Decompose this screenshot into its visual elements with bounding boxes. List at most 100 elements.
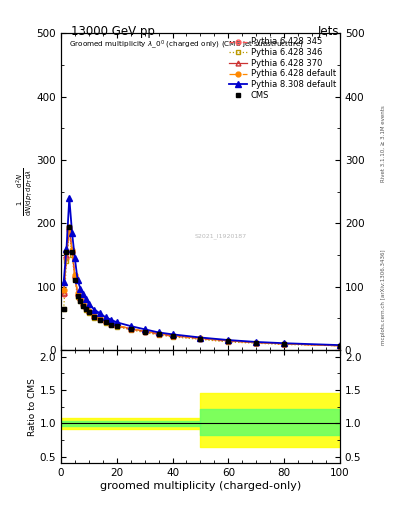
Text: S2021_I1920187: S2021_I1920187 [195,233,247,239]
Pythia 6.428 346 [64,259,69,265]
Pythia 8.308 default [170,331,175,337]
Pythia 6.428 default [226,337,231,344]
Pythia 6.428 346 [109,323,114,329]
Pythia 6.428 345 [338,343,342,349]
Line: Pythia 6.428 346: Pythia 6.428 346 [61,230,342,348]
Pythia 6.428 default [70,247,74,253]
Text: mcplots.cern.ch [arXiv:1306.3436]: mcplots.cern.ch [arXiv:1306.3436] [381,249,386,345]
CMS [226,338,231,345]
Pythia 6.428 default [170,332,175,338]
Line: CMS: CMS [61,224,342,348]
Pythia 6.428 346 [114,324,119,330]
Pythia 6.428 default [282,341,286,347]
Pythia 6.428 370 [70,247,74,253]
Pythia 6.428 345 [103,318,108,325]
Pythia 6.428 default [86,308,91,314]
Pythia 6.428 346 [75,294,80,300]
CMS [156,331,161,337]
Pythia 8.308 default [92,307,97,313]
Pythia 6.428 345 [73,274,77,281]
Pythia 6.428 370 [64,252,69,258]
Pythia 6.428 346 [338,343,342,349]
Pythia 6.428 345 [67,227,72,233]
Pythia 6.428 370 [254,339,259,346]
CMS [282,341,286,347]
Pythia 6.428 346 [78,298,83,305]
CMS [170,333,175,339]
Pythia 6.428 370 [226,337,231,344]
Pythia 8.308 default [103,314,108,321]
Pythia 8.308 default [254,339,259,345]
Pythia 8.308 default [86,301,91,307]
Pythia 6.428 default [254,339,259,346]
Pythia 8.308 default [282,340,286,346]
Pythia 6.428 370 [128,326,133,332]
CMS [338,343,342,349]
Pythia 8.308 default [114,319,119,325]
Line: Pythia 6.428 default: Pythia 6.428 default [61,224,342,348]
Pythia 6.428 345 [282,341,286,347]
Pythia 6.428 346 [84,307,88,313]
Pythia 6.428 370 [142,328,147,334]
Pythia 8.308 default [70,230,74,236]
Pythia 6.428 370 [81,300,86,306]
Pythia 6.428 346 [103,320,108,326]
CMS [114,323,119,329]
Text: 13000 GeV pp: 13000 GeV pp [71,25,154,37]
Text: Groomed multiplicity $\lambda\_0^0$ (charged only) (CMS jet substructure): Groomed multiplicity $\lambda\_0^0$ (cha… [69,38,304,51]
Pythia 6.428 345 [61,291,66,297]
CMS [78,297,83,304]
Line: Pythia 6.428 370: Pythia 6.428 370 [61,224,342,348]
Pythia 6.428 370 [170,332,175,338]
Pythia 6.428 345 [156,331,161,337]
CMS [142,329,147,335]
Pythia 6.428 default [75,290,80,296]
CMS [61,306,66,312]
Pythia 6.428 346 [97,317,102,324]
Pythia 8.308 default [128,323,133,329]
CMS [73,278,77,284]
Pythia 8.308 default [109,317,114,323]
Y-axis label: $\frac{1}{\mathrm{d}N/\mathrm{d}p_\mathrm{T}}\frac{\mathrm{d}^2N}{\mathrm{d}p_\m: $\frac{1}{\mathrm{d}N/\mathrm{d}p_\mathr… [14,168,35,216]
Pythia 6.428 346 [70,252,74,258]
Pythia 6.428 default [78,295,83,301]
CMS [128,326,133,332]
Pythia 6.428 default [97,315,102,322]
Pythia 6.428 346 [61,306,66,312]
Pythia 6.428 default [67,224,72,230]
Pythia 6.428 default [73,272,77,279]
Pythia 6.428 default [114,323,119,329]
Pythia 6.428 346 [92,315,97,321]
Pythia 6.428 345 [75,292,80,298]
Pythia 8.308 default [156,329,161,335]
Pythia 6.428 345 [97,316,102,322]
Y-axis label: Ratio to CMS: Ratio to CMS [28,378,37,436]
Pythia 6.428 370 [84,304,88,310]
Pythia 6.428 345 [254,339,259,346]
CMS [97,317,102,323]
Pythia 8.308 default [78,286,83,292]
CMS [75,293,80,300]
CMS [92,314,97,321]
Pythia 6.428 345 [114,323,119,329]
CMS [67,224,72,230]
Pythia 6.428 346 [156,332,161,338]
Pythia 8.308 default [64,246,69,252]
Pythia 8.308 default [226,337,231,343]
Pythia 6.428 370 [338,343,342,349]
Pythia 6.428 346 [73,276,77,282]
Pythia 6.428 346 [198,336,203,343]
Pythia 6.428 345 [70,249,74,255]
CMS [81,303,86,309]
Pythia 8.308 default [84,296,88,303]
Pythia 6.428 346 [282,342,286,348]
Pythia 6.428 345 [86,308,91,314]
Pythia 6.428 345 [128,326,133,332]
Pythia 6.428 346 [254,340,259,346]
Pythia 8.308 default [338,342,342,348]
Text: Rivet 3.1.10, ≥ 3.1M events: Rivet 3.1.10, ≥ 3.1M events [381,105,386,182]
Pythia 6.428 345 [78,296,83,303]
Pythia 6.428 370 [61,290,66,296]
Pythia 6.428 370 [73,272,77,279]
Pythia 6.428 default [92,313,97,319]
